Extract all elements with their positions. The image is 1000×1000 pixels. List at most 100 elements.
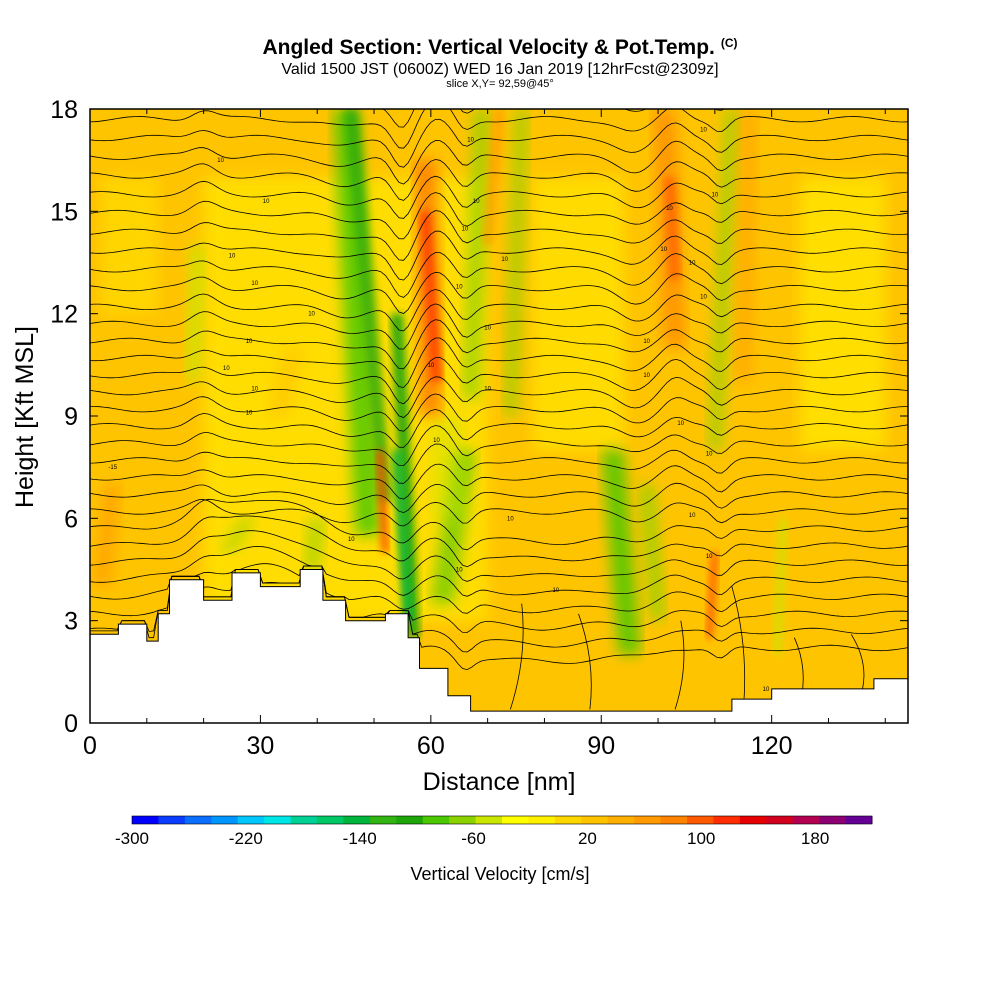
velocity-plume xyxy=(601,450,641,655)
velocity-plume xyxy=(390,313,420,638)
colorbar-swatch xyxy=(396,816,424,824)
contour-label: 10 xyxy=(677,421,684,427)
contour-label: 10 xyxy=(689,261,696,267)
velocity-plume xyxy=(92,484,122,587)
theta-contour xyxy=(90,192,908,240)
copyright-mark: (C) xyxy=(720,36,738,50)
contour-label: 10 xyxy=(700,127,707,133)
y-tick-label: 0 xyxy=(64,710,78,738)
theta-contour xyxy=(90,530,908,582)
colorbar: -300 -220 -140 -60 20 100 180 xyxy=(115,815,873,848)
theta-contour xyxy=(90,271,908,314)
velocity-plume xyxy=(430,450,477,604)
plot-area: -15 10 10 10 10 10 10 10 10 10 10 10 10 10 10 10 10 10 10 1… xyxy=(90,109,908,723)
colorbar-tick-label: 180 xyxy=(801,829,829,848)
theta-contour xyxy=(509,603,524,710)
contour-label: 10 xyxy=(507,516,514,522)
x-tick-label: 60 xyxy=(417,732,445,760)
contour-label: 10 xyxy=(484,387,491,393)
theta-contour xyxy=(90,303,908,350)
chart-subtitle: Valid 1500 JST (0600Z) WED 16 Jan 2019 [… xyxy=(281,61,719,78)
y-tick-label: 6 xyxy=(64,505,78,533)
velocity-plume xyxy=(503,109,529,416)
contour-label: 10 xyxy=(643,339,650,345)
chart-title: Angled Section: Vertical Velocity & Pot.… xyxy=(0,36,1000,60)
colorbar-swatch xyxy=(766,816,794,824)
velocity-plume xyxy=(663,177,681,280)
theta-contour xyxy=(90,563,908,614)
y-tick-label: 15 xyxy=(50,198,78,226)
colorbar-swatch xyxy=(581,816,609,824)
theta-contour xyxy=(90,545,908,597)
colorbar-tick-label: -60 xyxy=(461,829,486,848)
theta-contour xyxy=(90,482,908,514)
colorbar-swatch xyxy=(184,816,212,824)
contour-label: 10 xyxy=(251,387,258,393)
contour-label: -15 xyxy=(108,465,117,471)
y-tick-label: 3 xyxy=(64,608,78,636)
theta-contour xyxy=(90,109,908,149)
colorbar-swatch xyxy=(713,816,741,824)
theta-contour xyxy=(90,210,908,261)
chart-title-text: Angled Section: Vertical Velocity & Pot.… xyxy=(262,36,715,59)
colorbar-swatch xyxy=(687,816,714,824)
theta-contour xyxy=(90,425,908,467)
theta-contour xyxy=(674,620,685,710)
theta-contour xyxy=(90,337,908,388)
theta-contour xyxy=(90,319,908,370)
velocity-plume xyxy=(419,211,443,382)
y-axis: 0 3 6 9 12 15 18 xyxy=(50,96,908,738)
contour-label: 10 xyxy=(462,226,469,232)
x-axis: 0 30 60 90 120 xyxy=(83,109,886,760)
theta-contour xyxy=(90,408,908,448)
colorbar-swatch xyxy=(237,816,265,824)
field-region xyxy=(533,177,624,451)
theta-contour xyxy=(90,289,908,332)
contour-label: 10 xyxy=(484,325,491,331)
colorbar-swatch xyxy=(317,816,344,824)
y-tick-label: 18 xyxy=(50,96,78,124)
colorbar-tick-label: 100 xyxy=(687,829,715,848)
velocity-plume xyxy=(266,347,306,416)
contour-label: 10 xyxy=(456,284,463,290)
contour-label: 10 xyxy=(308,312,315,318)
colorbar-swatch xyxy=(290,816,318,824)
colorbar-tick-label: -220 xyxy=(229,829,263,848)
theta-contour xyxy=(731,586,746,710)
theta-contour xyxy=(850,634,865,689)
contour-label: 10 xyxy=(217,158,224,164)
y-tick-label: 9 xyxy=(64,403,78,431)
theta-contour xyxy=(90,175,908,219)
colorbar-swatch xyxy=(845,816,873,824)
theta-contour xyxy=(90,230,908,281)
contour-label: 10 xyxy=(263,199,270,205)
velocity-field xyxy=(92,109,886,655)
colorbar-swatch xyxy=(264,816,292,824)
velocity-plume xyxy=(707,109,740,451)
theta-contour xyxy=(90,393,908,432)
contour-label: 10 xyxy=(689,513,696,519)
contour-label: 10 xyxy=(712,192,719,198)
x-tick-label: 90 xyxy=(587,732,615,760)
contour-label: 10 xyxy=(348,537,355,543)
theta-contour xyxy=(90,376,908,418)
theta-contour xyxy=(90,499,908,527)
velocity-plume xyxy=(734,109,758,382)
x-axis-label: Distance [nm] xyxy=(423,768,576,796)
velocity-plume xyxy=(392,450,413,621)
field-region xyxy=(800,177,886,451)
colorbar-swatch xyxy=(449,816,477,824)
contour-label: 10 xyxy=(467,138,474,144)
contour-label: 10 xyxy=(473,199,480,205)
contour-label: 10 xyxy=(643,373,650,379)
colorbar-swatch xyxy=(528,816,556,824)
contour-label: 10 xyxy=(229,254,236,260)
contour-labels: -15 10 10 10 10 10 10 10 10 10 10 10 10 10 10 10 10 10 10 1… xyxy=(108,127,770,692)
colorbar-swatch xyxy=(660,816,688,824)
colorbar-swatch xyxy=(132,816,159,824)
contour-label: 10 xyxy=(552,588,559,594)
colorbar-tick-label: -140 xyxy=(343,829,377,848)
x-tick-label: 0 xyxy=(83,732,97,760)
colorbar-swatch xyxy=(211,816,239,824)
